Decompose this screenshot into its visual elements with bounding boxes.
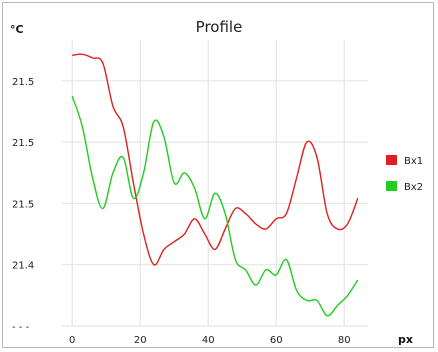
tick-labels: 0 20 40 60 80 21.5 21.5 21.5 21.4 - - -	[12, 77, 351, 346]
x-tick-label-3: 60	[270, 335, 283, 346]
y-tick-label-4: - - -	[12, 322, 30, 333]
x-axis-unit: px	[398, 333, 413, 346]
x-tick-label-4: 80	[338, 335, 351, 346]
series-line-bx1	[72, 53, 359, 266]
series-line-bx2	[71, 95, 359, 317]
legend-label-bx1: Bx1	[404, 156, 423, 167]
chart-title: Profile	[196, 18, 243, 36]
legend-swatch-bx1	[386, 155, 397, 165]
y-tick-label-0: 21.5	[12, 77, 34, 88]
x-tick-label-2: 40	[202, 335, 215, 346]
y-axis-unit: °C	[10, 23, 24, 36]
legend: Bx1 Bx2	[386, 155, 423, 193]
chart-frame	[2, 2, 434, 348]
legend-label-bx2: Bx2	[404, 182, 423, 193]
y-tick-label-2: 21.5	[12, 199, 34, 210]
y-tick-label-3: 21.4	[12, 261, 34, 272]
legend-swatch-bx2	[386, 181, 397, 191]
grid	[62, 40, 368, 327]
x-tick-label-0: 0	[69, 335, 75, 346]
series-lines	[71, 53, 359, 317]
x-tick-label-1: 20	[134, 335, 147, 346]
y-tick-label-1: 21.5	[12, 138, 34, 149]
